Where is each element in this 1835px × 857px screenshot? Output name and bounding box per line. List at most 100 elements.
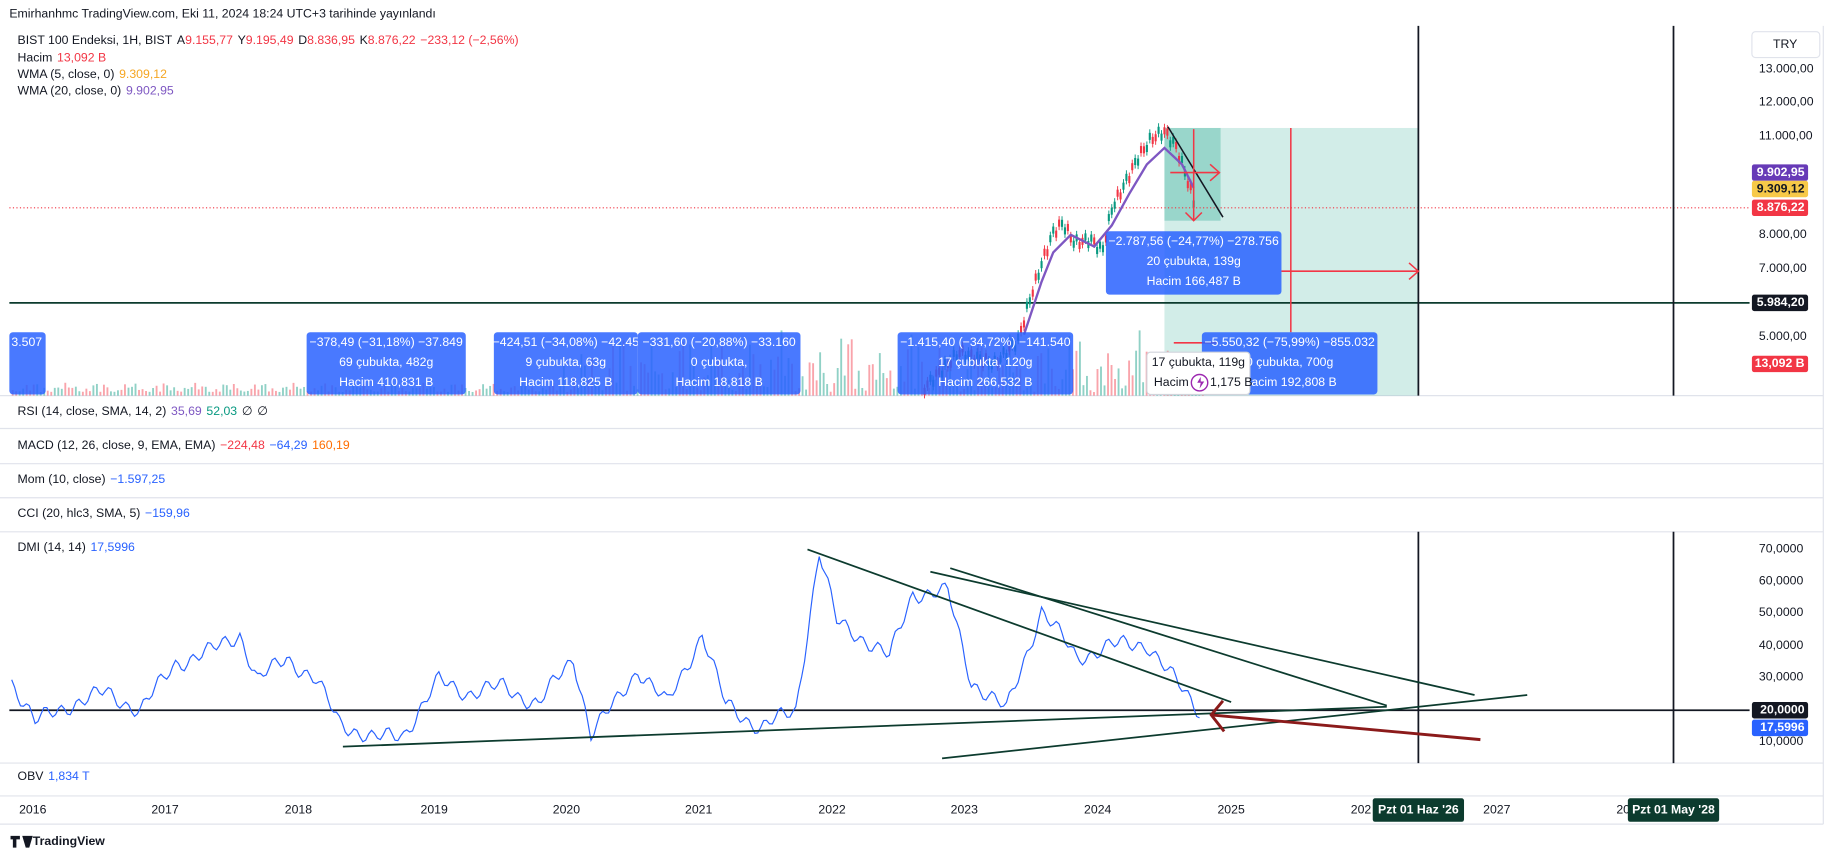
volume-bar: [260, 385, 263, 396]
candle-body: [1134, 157, 1137, 166]
candle-body: [1063, 227, 1067, 235]
measure-text: −5.550,32 (−75,99%) −855.032: [1204, 335, 1374, 349]
legend-row: Mom (10, close) −1.597,25: [18, 472, 166, 486]
time-axis-label: 2021: [685, 802, 712, 816]
volume-bar: [805, 389, 808, 396]
volume-bar: [120, 389, 123, 396]
volume-bar: [1128, 360, 1131, 396]
measure-text: 0 çubukta, 700g: [1246, 355, 1334, 369]
candle-body: [1049, 235, 1052, 243]
volume-bar: [190, 387, 193, 396]
volume-bar: [67, 387, 70, 396]
volume-bar: [138, 389, 140, 396]
volume-bar: [194, 382, 197, 396]
volume-bar: [808, 362, 811, 396]
volume-bar: [868, 364, 871, 396]
red-arrow-head: [1184, 211, 1203, 222]
volume-bar: [236, 388, 239, 396]
volume-bar: [95, 383, 98, 396]
legend-item: ∅: [257, 404, 268, 418]
time-axis-label: 2023: [951, 802, 978, 816]
candle-body: [1166, 128, 1169, 136]
price-badge-text: 5.984,20: [1757, 295, 1805, 309]
volume-bar: [81, 391, 84, 396]
volume-bar: [1075, 350, 1078, 396]
candle-body: [1084, 233, 1087, 241]
volume-bar: [1117, 368, 1120, 396]
volume-bar: [141, 389, 144, 396]
legend-item: 35,69: [171, 404, 202, 418]
candle-body: [1043, 248, 1046, 256]
volume-bar: [134, 383, 137, 396]
footer-text: TradingView: [33, 834, 106, 848]
volume-bar: [257, 389, 260, 396]
legend-item: D: [298, 33, 307, 47]
candle-body: [1052, 226, 1055, 234]
volume-bar: [857, 370, 860, 396]
legend-item: BIST 100 Endeksi, 1H, BIST: [18, 33, 173, 47]
time-axis-label: 2024: [1084, 802, 1111, 816]
dmi-axis-label: 10,0000: [1759, 734, 1804, 748]
red-arrow-head: [1408, 262, 1420, 280]
time-axis-label: 2018: [285, 802, 312, 816]
legend-row: DMI (14, 14) 17,5996: [18, 540, 135, 554]
legend-item: 8.876,22: [368, 33, 416, 47]
candle-body: [1069, 235, 1072, 243]
measure-box: [306, 332, 466, 395]
volume-bar: [71, 387, 74, 396]
volume-bar: [46, 390, 49, 396]
legend-item: 9.195,49: [246, 33, 294, 47]
measure-text: 9 çubukta, 63g: [526, 355, 607, 369]
legend-item: 17,5996: [90, 540, 135, 554]
dmi-axis-label: 30,0000: [1759, 670, 1804, 684]
volume-bar: [243, 391, 246, 396]
legend-item: A: [177, 33, 186, 47]
volume-bar: [299, 388, 302, 396]
volume-bar: [289, 389, 291, 396]
measure-text: −331,60 (−20,88%) −33.160: [643, 335, 796, 349]
volume-bar: [253, 384, 256, 396]
candle-body: [1093, 237, 1096, 245]
price-badge: [1751, 719, 1809, 737]
legend-item: Hacim: [18, 51, 53, 65]
volume-bar: [896, 386, 899, 396]
price-badge: [1751, 355, 1809, 373]
candle-body: [1142, 146, 1146, 154]
volume-bar: [176, 390, 179, 396]
measure-text: 0 çubukta,: [691, 355, 748, 369]
arrow-shaft: [1211, 713, 1481, 742]
volume-bar: [1100, 366, 1102, 396]
candle-body: [1163, 127, 1166, 135]
legend-row: MACD (12, 26, close, 9, EMA, EMA) −224,48…: [18, 438, 350, 452]
volume-bar: [85, 388, 88, 396]
legend-item: 9.309,12: [119, 67, 167, 81]
volume-bar: [829, 391, 832, 396]
currency-button[interactable]: [1751, 31, 1821, 59]
legend-row: BIST 100 Endeksi, 1H, BIST A9.155,77 Y9.19…: [18, 33, 519, 47]
measure-box: [493, 332, 638, 395]
price-badge-text: 9.309,12: [1757, 181, 1805, 195]
legend-item: Y: [238, 33, 246, 47]
volume-bar: [78, 391, 81, 396]
volume-bar: [250, 388, 253, 396]
legend-item: OBV: [18, 769, 45, 783]
candle-body: [1128, 176, 1131, 184]
legend-item: K: [360, 33, 369, 47]
time-axis-label: 2025: [1217, 802, 1244, 816]
candle-body: [1101, 245, 1105, 253]
candle-body: [1046, 249, 1049, 257]
volume-bar: [239, 390, 242, 396]
price-axis-label: 8.000,00: [1759, 227, 1807, 241]
volume-bar: [875, 379, 878, 396]
candle-body: [1040, 261, 1043, 269]
price-badge: [1751, 702, 1809, 719]
candle-body: [1020, 325, 1023, 334]
measure-text: −2.787,56 (−24,77%) −278.756: [1109, 234, 1279, 248]
volume-bar: [271, 388, 274, 396]
volume-bar: [218, 391, 221, 396]
measure-text: Hacim 118,825 B: [519, 375, 612, 389]
legend-item: ∅: [242, 404, 253, 418]
volume-bar: [215, 389, 218, 396]
volume-bar: [1114, 378, 1116, 396]
volume-bar: [306, 391, 309, 396]
